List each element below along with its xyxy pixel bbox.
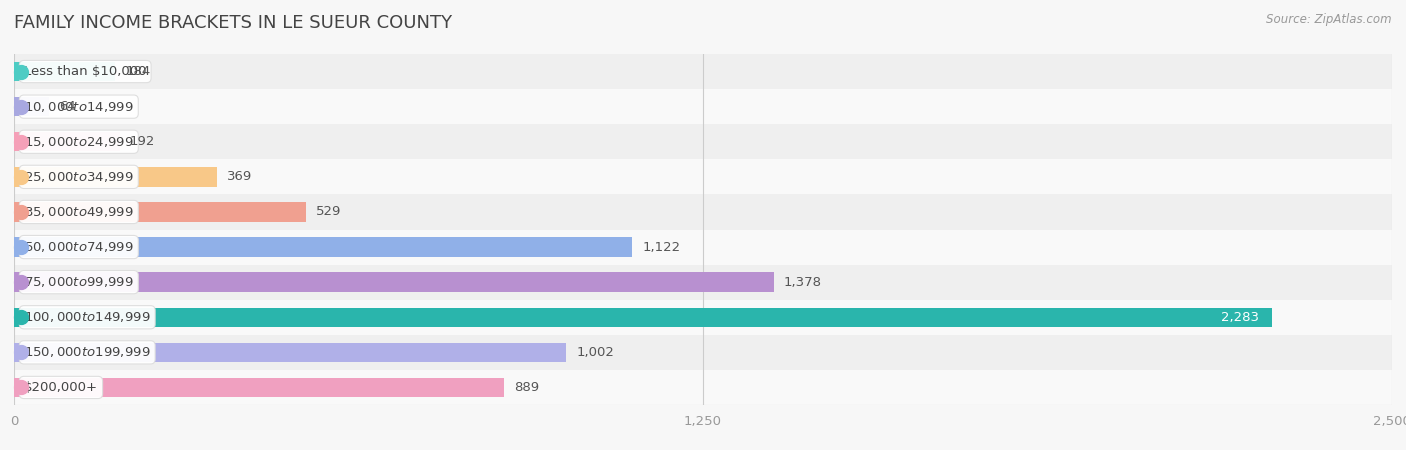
Text: Less than $10,000: Less than $10,000: [24, 65, 146, 78]
Text: 184: 184: [125, 65, 150, 78]
Bar: [14, 378, 503, 397]
Text: $100,000 to $149,999: $100,000 to $149,999: [24, 310, 150, 324]
Text: 64: 64: [59, 100, 76, 113]
Bar: [14, 97, 49, 116]
Bar: [14, 343, 567, 362]
Bar: [14, 124, 1392, 159]
Text: $200,000+: $200,000+: [24, 381, 98, 394]
Bar: [14, 194, 1392, 230]
Bar: [14, 132, 120, 151]
Text: 369: 369: [228, 171, 253, 183]
Text: $150,000 to $199,999: $150,000 to $199,999: [24, 345, 150, 360]
Text: $35,000 to $49,999: $35,000 to $49,999: [24, 205, 134, 219]
Text: 2,283: 2,283: [1220, 311, 1258, 324]
Bar: [14, 54, 1392, 89]
Text: 1,122: 1,122: [643, 241, 681, 253]
Bar: [14, 335, 1392, 370]
Text: $25,000 to $34,999: $25,000 to $34,999: [24, 170, 134, 184]
Text: 1,002: 1,002: [576, 346, 614, 359]
Bar: [14, 273, 773, 292]
Text: $10,000 to $14,999: $10,000 to $14,999: [24, 99, 134, 114]
Text: Source: ZipAtlas.com: Source: ZipAtlas.com: [1267, 14, 1392, 27]
Text: 889: 889: [515, 381, 538, 394]
Bar: [14, 202, 305, 221]
Bar: [14, 370, 1392, 405]
Bar: [14, 230, 1392, 265]
Text: 192: 192: [129, 135, 155, 148]
Bar: [14, 300, 1392, 335]
Bar: [14, 167, 218, 186]
Text: $75,000 to $99,999: $75,000 to $99,999: [24, 275, 134, 289]
Text: FAMILY INCOME BRACKETS IN LE SUEUR COUNTY: FAMILY INCOME BRACKETS IN LE SUEUR COUNT…: [14, 14, 453, 32]
Text: 1,378: 1,378: [783, 276, 821, 288]
Bar: [14, 238, 633, 256]
Bar: [14, 89, 1392, 124]
Bar: [14, 265, 1392, 300]
Bar: [14, 159, 1392, 194]
Bar: [14, 308, 1272, 327]
Text: 529: 529: [315, 206, 340, 218]
Bar: [14, 62, 115, 81]
Text: $50,000 to $74,999: $50,000 to $74,999: [24, 240, 134, 254]
Text: $15,000 to $24,999: $15,000 to $24,999: [24, 135, 134, 149]
